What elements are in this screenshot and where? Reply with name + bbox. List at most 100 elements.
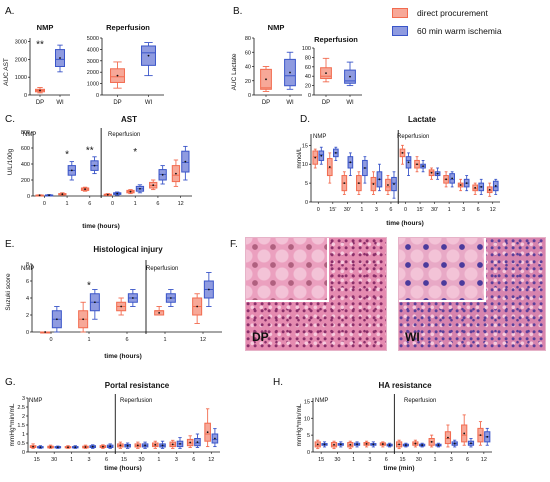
y-tick-label: 2000 xyxy=(87,70,99,76)
mean-dot xyxy=(39,89,41,92)
y-tick-label: 8 xyxy=(26,262,29,268)
mean-dot xyxy=(82,318,85,321)
mean-dot xyxy=(44,331,47,333)
mean-dot xyxy=(32,445,34,448)
box-dp xyxy=(192,293,203,324)
mean-dot xyxy=(61,193,64,196)
chart-e: 0 2 4 6 8 0 1 6 1 12 * xyxy=(26,260,222,343)
mean-dot xyxy=(70,169,73,172)
box-dp xyxy=(78,301,89,333)
box-dp xyxy=(99,444,107,449)
y-tick-label: 0 xyxy=(248,93,251,99)
x-tick-label: DP xyxy=(113,100,121,106)
mean-dot xyxy=(55,318,58,321)
y-tick-label: 60 xyxy=(305,65,311,71)
box-wi xyxy=(106,443,114,449)
mean-dot xyxy=(214,437,216,440)
mean-dot xyxy=(407,161,410,164)
panel-a-sub-nmp: NMP xyxy=(37,23,54,32)
micrograph-wi-inset xyxy=(399,238,486,302)
mean-dot xyxy=(144,444,146,447)
box-wi xyxy=(127,289,138,307)
x-tick-label: 0 xyxy=(317,207,320,213)
box-dp xyxy=(117,441,124,449)
chart-a2: 0 1000 2000 3000 4000 5000 DP WI xyxy=(87,36,164,106)
box-wi xyxy=(113,191,122,196)
box-wi xyxy=(181,145,190,181)
micrograph-dp-label: DP xyxy=(252,330,269,344)
mean-dot xyxy=(84,188,86,191)
box-dp xyxy=(116,297,127,316)
box-dp xyxy=(326,152,333,184)
y-tick-label: 200 xyxy=(21,178,30,184)
box-dp xyxy=(330,440,338,450)
x-tick-label: 1 xyxy=(163,337,166,343)
box-wi xyxy=(463,175,470,192)
box-wi xyxy=(284,51,296,90)
legend-label-dp: direct procurement xyxy=(417,8,488,18)
mean-dot xyxy=(139,187,141,190)
box-dp xyxy=(58,192,67,196)
box-dp xyxy=(461,414,468,446)
mean-dot xyxy=(49,446,52,448)
legend-label-wi: 60 min warm ischemia xyxy=(417,26,502,36)
x-tick-label: WI xyxy=(56,100,64,106)
x-tick-label: 12 xyxy=(481,457,487,463)
box-wi xyxy=(370,441,377,448)
x-tick-label: 30 xyxy=(334,457,340,463)
x-tick-label: 12 xyxy=(490,207,496,213)
y-tick-label: 80 xyxy=(305,55,311,61)
box-wi xyxy=(484,427,491,446)
mean-dot xyxy=(189,441,192,444)
box-dp xyxy=(312,148,319,169)
y-tick-label: 0 xyxy=(24,93,27,99)
mean-dot xyxy=(430,171,433,174)
significance-marker: * xyxy=(133,147,137,158)
box-dp xyxy=(186,435,194,448)
y-tick-label: 5 xyxy=(307,433,310,439)
y-tick-label: 10 xyxy=(302,162,308,168)
y-tick-label: 20 xyxy=(245,79,251,85)
mean-dot xyxy=(207,288,210,291)
legend-item-wi: 60 min warm ischemia xyxy=(392,26,502,36)
legend-swatch-dp xyxy=(392,8,408,18)
mean-dot xyxy=(465,182,468,185)
panel-d-nmp-label: NMP xyxy=(313,134,326,140)
mean-dot xyxy=(416,163,418,166)
box-dp xyxy=(477,421,484,446)
mean-dot xyxy=(154,443,157,446)
panel-c-reperfusion-label: Reperfusion xyxy=(108,132,140,138)
box-wi xyxy=(376,163,383,192)
mean-dot xyxy=(289,71,291,74)
box-dp xyxy=(428,434,435,448)
panel-g-nmp-label: NMP xyxy=(29,398,42,404)
x-tick-label: 3 xyxy=(368,457,371,463)
mean-dot xyxy=(480,185,483,188)
box-dp xyxy=(35,87,45,94)
y-tick-label: 4000 xyxy=(87,47,99,53)
y-tick-label: 0 xyxy=(308,93,311,99)
mean-dot xyxy=(437,444,440,446)
x-tick-label: 15 xyxy=(399,457,405,463)
box-wi xyxy=(434,167,441,180)
panel-letter-g: G. xyxy=(5,377,16,388)
mean-dot xyxy=(131,297,134,299)
x-tick-label: 6 xyxy=(192,457,195,463)
mean-dot xyxy=(314,156,317,159)
box-dp xyxy=(82,444,89,449)
mean-dot xyxy=(357,182,360,185)
x-tick-label: 12 xyxy=(200,337,206,343)
x-tick-label: WI xyxy=(346,100,354,106)
mean-dot xyxy=(445,178,447,181)
chart-g: 0 0.5 1 1.5 2 2.5 3 15 30 1 3 6 15 30 1 3 6 12 xyxy=(17,394,220,463)
panel-letter-e: E. xyxy=(5,239,14,250)
mean-dot xyxy=(161,173,164,176)
mean-dot xyxy=(447,436,449,439)
box-dp xyxy=(80,186,90,192)
mean-dot xyxy=(381,443,384,445)
x-tick-label: 3 xyxy=(175,457,178,463)
x-tick-label: 6 xyxy=(125,337,128,343)
x-tick-label: 1 xyxy=(66,201,69,207)
box-wi xyxy=(71,445,79,449)
x-tick-label: 1 xyxy=(352,457,355,463)
